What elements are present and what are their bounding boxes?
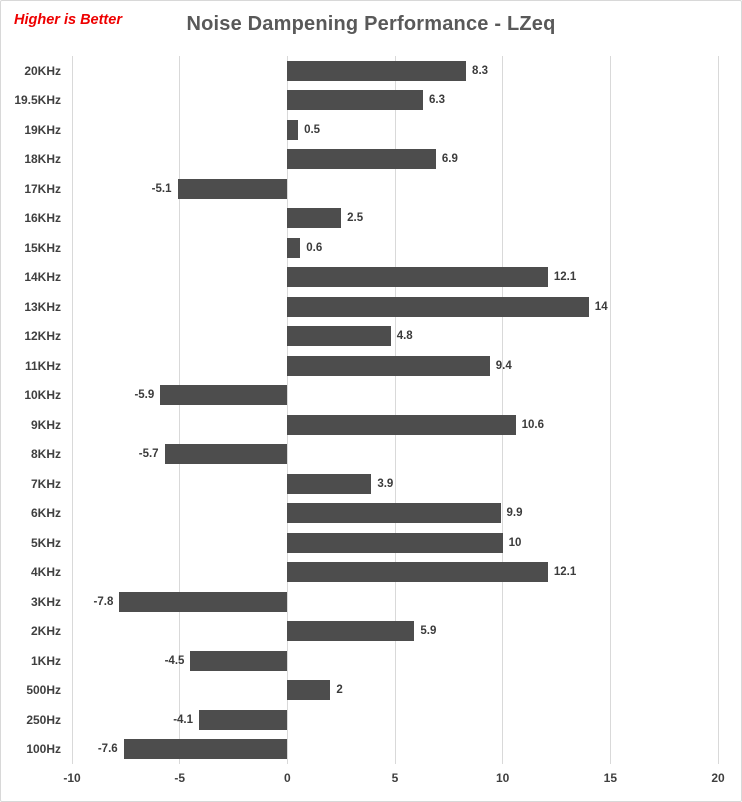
bar-100hz [123, 739, 288, 760]
category-label-19.5khz: 19.5KHz [14, 93, 61, 108]
bar-19khz [287, 119, 299, 140]
data-label-4khz: 12.1 [553, 566, 577, 579]
category-label-12khz: 12KHz [24, 329, 61, 344]
category-label-100hz: 100Hz [26, 742, 61, 757]
bar-17khz [177, 178, 288, 199]
gridline [717, 56, 719, 764]
data-label-15khz: 0.6 [306, 241, 323, 254]
category-label-19khz: 19KHz [24, 122, 61, 137]
category-label-20khz: 20KHz [24, 63, 61, 78]
category-label-14khz: 14KHz [24, 270, 61, 285]
data-label-6khz: 9.9 [506, 507, 523, 520]
data-label-17khz: -5.1 [151, 182, 172, 195]
bar-12khz [287, 326, 391, 347]
bar-18khz [287, 149, 436, 170]
category-label-7khz: 7KHz [30, 476, 61, 491]
data-label-9khz: 10.6 [521, 418, 544, 431]
data-label-16khz: 2.5 [347, 212, 364, 225]
category-label-3khz: 3KHz [30, 594, 61, 609]
data-label-5khz: 10 [508, 536, 522, 549]
category-label-1khz: 1KHz [30, 653, 61, 668]
bar-19.5khz [287, 90, 423, 111]
bar-11khz [287, 355, 490, 376]
category-label-16khz: 16KHz [24, 211, 61, 226]
bar-2khz [287, 621, 415, 642]
category-label-9khz: 9KHz [30, 417, 61, 432]
data-label-11khz: 9.4 [495, 359, 512, 372]
gridline [286, 56, 288, 764]
bar-20khz [287, 60, 467, 81]
plot-area: 8.3 6.3 0.5 6.9 -5.1 2.5 0.6 12.1 14 4.8 9.4 -5.9 10… [71, 56, 719, 764]
bar-3khz [119, 591, 288, 612]
data-label-8khz: -5.7 [138, 448, 159, 461]
chart-title: Noise Dampening Performance - LZeq [186, 13, 556, 35]
bar-14khz [287, 267, 548, 288]
x-tick-label: 10 [495, 771, 510, 785]
bar-9khz [287, 414, 516, 435]
x-tick-label: -10 [63, 771, 81, 785]
bar-8khz [164, 444, 288, 465]
category-label-13khz: 13KHz [24, 299, 61, 314]
category-axis: 20KHz 19.5KHz 19KHz 18KHz 17KHz 16KHz 15KHz 14K… [1, 56, 61, 764]
bar-13khz [287, 296, 589, 317]
category-label-6khz: 6KHz [30, 506, 61, 521]
data-label-13khz: 14 [594, 300, 608, 313]
data-label-12khz: 4.8 [396, 330, 413, 343]
data-label-19.5khz: 6.3 [428, 94, 445, 107]
higher-is-better-note: Higher is Better [14, 12, 122, 28]
category-label-5khz: 5KHz [30, 535, 61, 550]
x-tick-label: 5 [391, 771, 399, 785]
x-tick-label: 20 [711, 771, 725, 785]
category-label-8khz: 8KHz [30, 447, 61, 462]
category-label-2khz: 2KHz [30, 624, 61, 639]
bar-6khz [287, 503, 501, 524]
bar-250hz [199, 709, 288, 730]
bar-16khz [287, 208, 342, 229]
x-tick-label: 0 [283, 771, 291, 785]
category-label-10khz: 10KHz [24, 388, 61, 403]
data-label-20khz: 8.3 [472, 64, 489, 77]
gridline [609, 56, 611, 764]
category-label-4khz: 4KHz [30, 565, 61, 580]
x-tick-label: -5 [174, 771, 185, 785]
data-label-14khz: 12.1 [553, 271, 577, 284]
gridline [179, 56, 181, 764]
data-label-250hz: -4.1 [173, 713, 194, 726]
data-label-2khz: 5.9 [420, 625, 437, 638]
data-label-1khz: -4.5 [164, 654, 185, 667]
bar-10khz [160, 385, 288, 406]
gridline [394, 56, 396, 764]
category-label-17khz: 17KHz [24, 181, 61, 196]
category-label-11khz: 11KHz [24, 358, 61, 373]
category-label-250hz: 250Hz [26, 712, 61, 727]
data-label-3khz: -7.8 [93, 595, 114, 608]
x-tick-label: 15 [603, 771, 618, 785]
bar-1khz [190, 650, 288, 671]
data-label-19khz: 0.5 [304, 123, 321, 136]
category-label-15khz: 15KHz [24, 240, 61, 255]
value-axis: -10 -5 0 5 10 15 20 [63, 769, 724, 789]
bar-15khz [287, 237, 301, 258]
data-label-18khz: 6.9 [441, 153, 458, 166]
category-label-500hz: 500Hz [26, 683, 61, 698]
bar-500hz [287, 680, 331, 701]
data-label-10khz: -5.9 [134, 389, 155, 402]
data-label-100hz: -7.6 [97, 743, 118, 756]
bar-5khz [287, 532, 503, 553]
gridline [71, 56, 73, 764]
category-label-18khz: 18KHz [24, 152, 61, 167]
gridline [502, 56, 504, 764]
bar-4khz [287, 562, 548, 583]
bar-7khz [287, 473, 372, 494]
data-label-500hz: 2 [336, 684, 343, 697]
data-label-7khz: 3.9 [377, 477, 394, 490]
